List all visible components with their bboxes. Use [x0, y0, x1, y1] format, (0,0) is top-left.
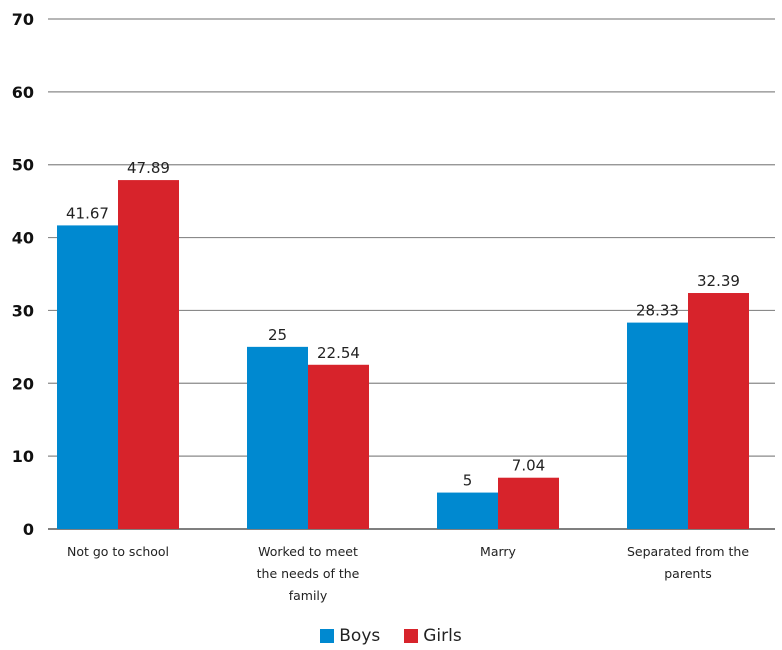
bars: [57, 180, 749, 529]
data-label-boys-1: 25: [268, 326, 287, 344]
data-labels: 41.67 47.89 25 22.54 5 7.04 28.33 32.39: [66, 159, 740, 489]
data-label-boys-2: 5: [463, 472, 473, 490]
category-label-0: Not go to school: [67, 544, 169, 559]
legend-item-girls: Girls: [404, 626, 462, 646]
data-label-girls-0: 47.89: [127, 159, 170, 177]
category-label-3: Separated from the parents: [627, 544, 749, 581]
y-tick-labels: 0 10 20 30 40 50 60 70: [12, 10, 34, 539]
y-tick-label-40: 40: [12, 229, 34, 248]
y-tick-label-50: 50: [12, 156, 34, 175]
category-labels: Not go to school Worked to meet the needs …: [67, 544, 749, 603]
bar-boys-0: [57, 225, 118, 529]
data-label-girls-1: 22.54: [317, 344, 360, 362]
y-tick-label-20: 20: [12, 374, 34, 393]
y-tick-label-60: 60: [12, 83, 34, 102]
bar-girls-0: [118, 180, 179, 529]
data-label-boys-0: 41.67: [66, 204, 109, 222]
category-label-2: Marry: [480, 544, 517, 559]
legend: Boys Girls: [0, 626, 782, 646]
bar-boys-2: [437, 492, 498, 529]
data-label-girls-2: 7.04: [512, 457, 545, 475]
bar-chart: 41.67 47.89 25 22.54 5 7.04 28.33 32.39 0 10 20 30…: [12, 10, 775, 603]
legend-swatch-boys: [320, 629, 335, 643]
data-label-boys-3: 28.33: [636, 302, 679, 320]
data-label-girls-3: 32.39: [697, 272, 740, 290]
bar-girls-3: [688, 293, 749, 529]
bar-boys-1: [247, 346, 308, 529]
y-tick-label-10: 10: [12, 447, 34, 466]
legend-label-boys: Boys: [339, 626, 381, 646]
y-tick-label-30: 30: [12, 301, 34, 320]
y-tick-label-70: 70: [12, 10, 34, 29]
bar-boys-3: [627, 322, 688, 529]
y-tick-label-0: 0: [23, 520, 34, 539]
category-label-1: Worked to meet the needs of the family: [257, 544, 360, 603]
legend-label-girls: Girls: [423, 626, 462, 646]
bar-girls-1: [308, 364, 369, 529]
legend-item-boys: Boys: [320, 626, 380, 646]
legend-swatch-girls: [404, 629, 419, 643]
bar-girls-2: [498, 477, 559, 529]
